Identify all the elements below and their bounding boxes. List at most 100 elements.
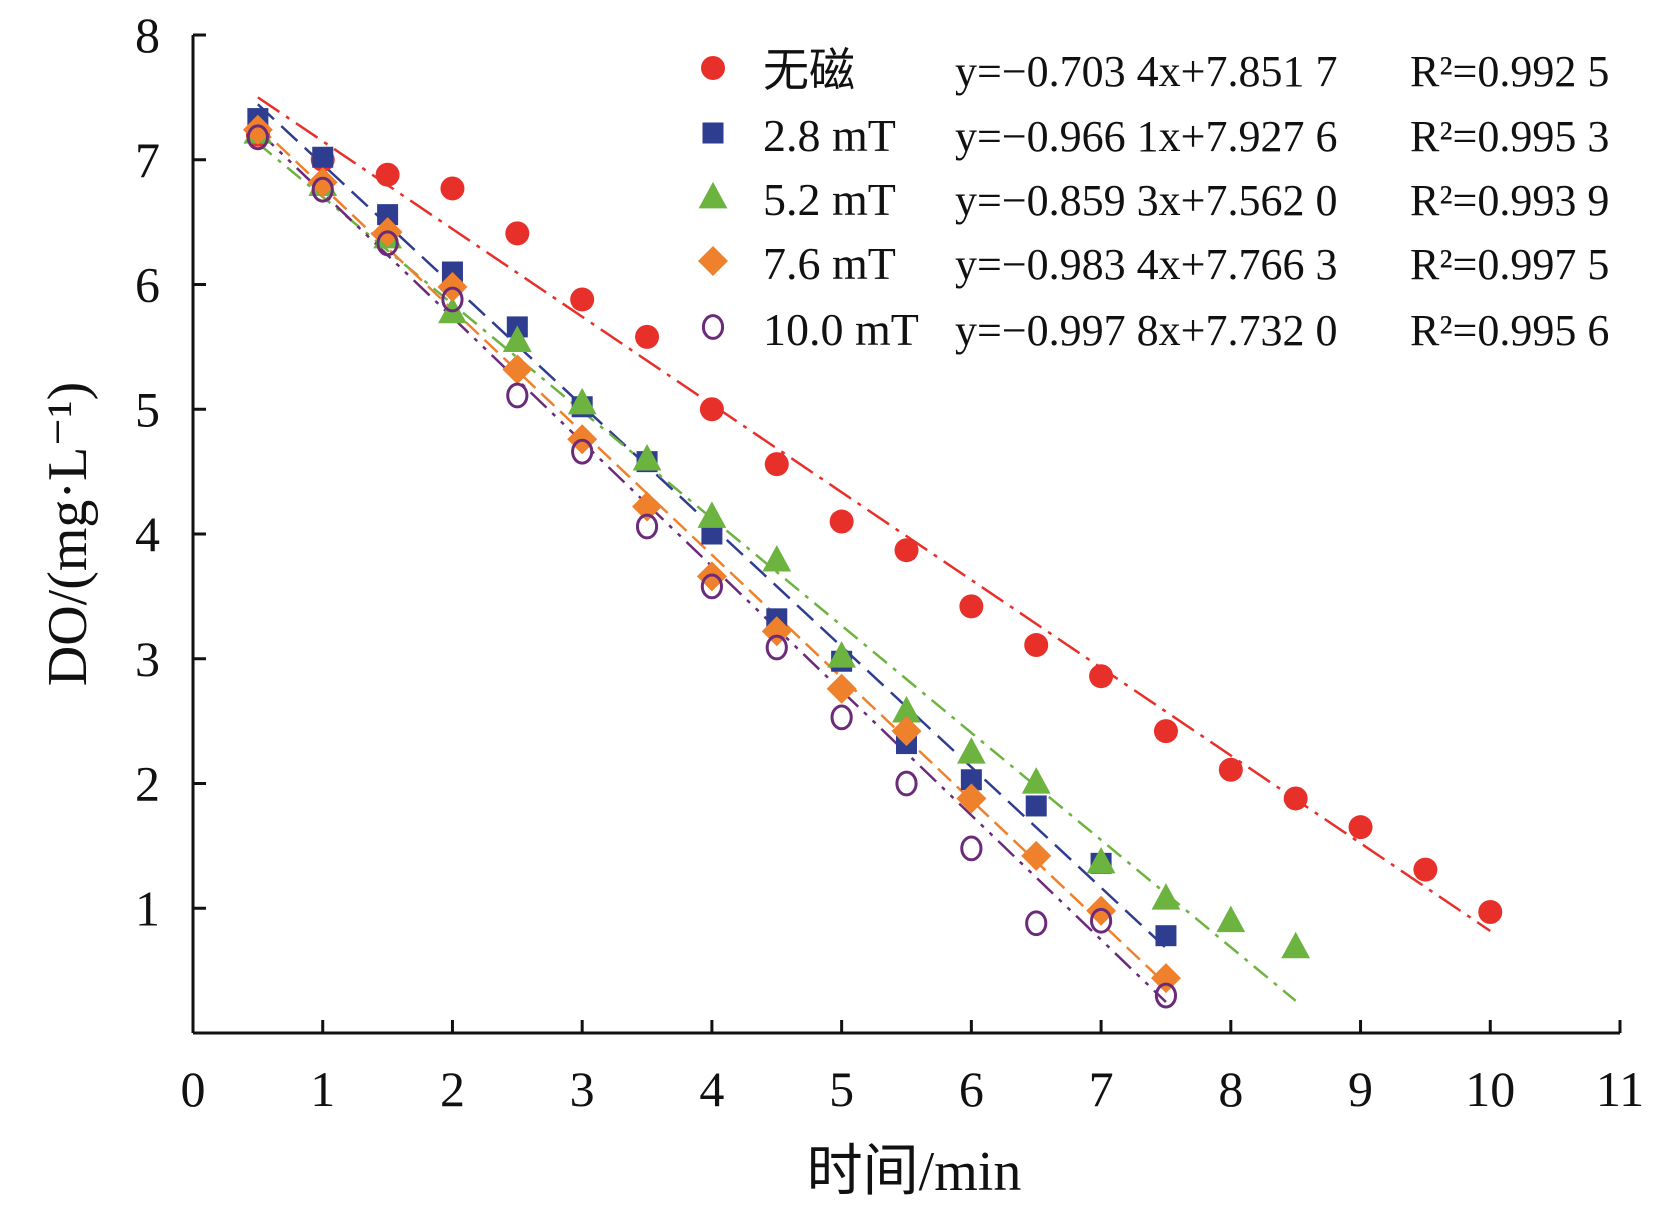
- data-point-series-1: [312, 146, 334, 168]
- legend-equation: y=−0.703 4x+7.851 7: [955, 47, 1337, 96]
- fit-lines: [256, 96, 1491, 1003]
- data-point-series-2: [567, 387, 597, 415]
- y-tick-label: 5: [135, 381, 160, 437]
- data-point-series-2: [892, 696, 921, 723]
- data-point-series-4: [376, 230, 399, 257]
- x-tick-label: 8: [1218, 1061, 1243, 1117]
- data-point-series-4: [441, 286, 464, 313]
- x-axis-title: 时间/min: [807, 1141, 1022, 1203]
- x-tick-label: 9: [1348, 1061, 1373, 1117]
- data-point-series-4: [895, 770, 918, 797]
- data-point-series-3: [307, 167, 338, 198]
- data-point-series-0: [635, 324, 660, 349]
- data-point-series-0: [440, 176, 465, 201]
- data-point-series-1: [1025, 795, 1047, 817]
- data-point-series-0: [1348, 815, 1373, 840]
- x-tick-label: 1: [310, 1061, 335, 1117]
- legend-equation: y=−0.859 3x+7.562 0: [955, 176, 1337, 225]
- data-point-series-1: [701, 523, 723, 545]
- data-point-series-2: [697, 501, 727, 528]
- markers: [242, 108, 1503, 1009]
- fit-line-series-3: [257, 124, 1167, 986]
- fit-line-series-0: [257, 96, 1491, 933]
- legend-r2: R²=0.997 5: [1410, 240, 1609, 289]
- data-point-series-2: [1151, 883, 1181, 910]
- x-tick-label: 4: [699, 1061, 724, 1117]
- data-point-series-4: [635, 513, 659, 540]
- legend: 无磁 y=−0.703 4x+7.851 7 R²=0.992 5 2.8 mT y=−…: [698, 45, 1609, 355]
- data-point-series-4: [960, 835, 983, 862]
- data-point-series-4: [506, 382, 529, 409]
- data-point-series-4: [700, 573, 724, 600]
- data-point-series-3: [891, 716, 922, 747]
- legend-r2: R²=0.995 6: [1410, 306, 1609, 355]
- data-point-series-0: [375, 162, 400, 187]
- legend-equation: y=−0.997 8x+7.732 0: [955, 306, 1337, 355]
- data-point-series-3: [502, 354, 533, 385]
- data-point-series-0: [764, 452, 789, 477]
- data-point-series-4: [311, 176, 334, 203]
- x-tick-label: 0: [181, 1061, 206, 1117]
- x-tick-label: 6: [959, 1061, 984, 1117]
- legend-marker-3: [698, 246, 728, 276]
- legend-marker-1: [702, 122, 724, 144]
- x-tick-label: 2: [440, 1061, 465, 1117]
- data-point-series-0: [1089, 664, 1114, 689]
- data-point-series-3: [242, 114, 273, 145]
- data-point-series-0: [894, 538, 919, 563]
- data-point-series-1: [960, 769, 982, 791]
- data-point-series-2: [502, 325, 532, 352]
- data-point-series-0: [1283, 786, 1308, 811]
- data-point-series-4: [1154, 982, 1178, 1009]
- legend-marker-4: [701, 314, 725, 340]
- data-point-series-0: [1218, 757, 1243, 782]
- data-point-series-3: [632, 491, 663, 522]
- y-tick-label: 3: [135, 631, 160, 687]
- data-point-series-2: [956, 737, 986, 764]
- axes: [191, 35, 1620, 1035]
- data-point-series-4: [765, 634, 788, 661]
- data-point-series-0: [570, 287, 595, 312]
- data-point-series-1: [1155, 925, 1177, 947]
- fit-line-series-2: [257, 142, 1297, 1002]
- data-point-series-0: [699, 397, 724, 422]
- data-point-series-3: [1150, 963, 1181, 994]
- data-point-series-0: [959, 594, 984, 619]
- data-point-series-4: [830, 704, 853, 731]
- legend-equation: y=−0.983 4x+7.766 3: [955, 240, 1337, 289]
- data-point-series-3: [1021, 840, 1052, 871]
- y-tick-label: 7: [135, 132, 160, 188]
- y-tick-label: 2: [135, 756, 160, 812]
- x-tick-label: 11: [1596, 1061, 1644, 1117]
- data-point-series-4: [1025, 910, 1048, 937]
- x-tick-label: 3: [570, 1061, 595, 1117]
- y-axis-title: DO/(mg·L⁻¹): [37, 382, 99, 687]
- legend-r2: R²=0.992 5: [1410, 47, 1609, 96]
- data-point-series-2: [1021, 767, 1051, 794]
- y-tick-label: 8: [135, 7, 160, 63]
- data-point-series-2: [1086, 846, 1116, 874]
- legend-r2: R²=0.993 9: [1410, 176, 1609, 225]
- data-point-series-3: [826, 673, 857, 704]
- data-point-series-4: [571, 438, 594, 465]
- y-tick-label: 6: [135, 257, 160, 313]
- data-point-series-0: [1024, 633, 1049, 658]
- legend-marker-2: [698, 181, 728, 209]
- legend-r2: R²=0.995 3: [1410, 112, 1609, 161]
- data-point-series-0: [1153, 719, 1178, 744]
- data-point-series-0: [1413, 857, 1438, 882]
- data-point-series-2: [827, 641, 857, 668]
- data-point-series-4: [246, 124, 269, 151]
- y-tick-label: 4: [135, 506, 160, 562]
- legend-label: 10.0 mT: [763, 304, 919, 355]
- data-point-series-3: [956, 783, 987, 814]
- data-point-series-2: [762, 545, 792, 572]
- legend-equation: y=−0.966 1x+7.927 6: [955, 112, 1337, 161]
- data-point-series-4: [1089, 907, 1113, 934]
- data-point-series-0: [505, 221, 530, 246]
- data-point-series-2: [1281, 931, 1311, 959]
- data-point-series-0: [1478, 899, 1503, 924]
- data-point-series-1: [377, 204, 399, 226]
